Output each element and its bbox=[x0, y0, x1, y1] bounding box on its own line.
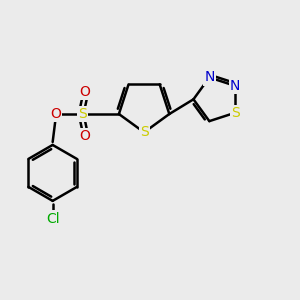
Text: S: S bbox=[231, 106, 239, 120]
Text: N: N bbox=[230, 79, 240, 93]
Text: N: N bbox=[204, 70, 214, 85]
Text: O: O bbox=[80, 129, 91, 143]
Text: S: S bbox=[78, 107, 86, 121]
Text: O: O bbox=[50, 107, 61, 121]
Text: S: S bbox=[140, 125, 148, 139]
Text: O: O bbox=[80, 85, 91, 99]
Text: Cl: Cl bbox=[46, 212, 59, 226]
